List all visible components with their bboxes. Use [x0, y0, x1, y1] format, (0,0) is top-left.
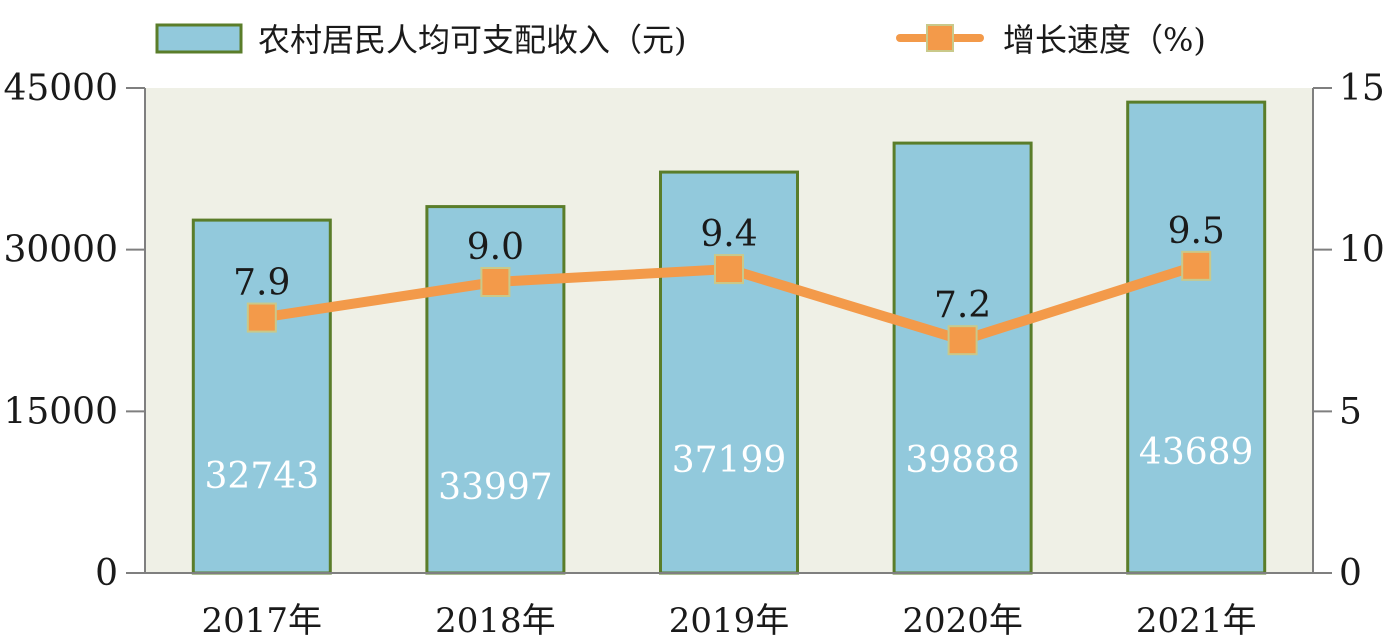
bar-2021年 — [1126, 100, 1267, 575]
bar-2020年 — [892, 141, 1033, 575]
growth-marker-2018年 — [480, 267, 511, 297]
growth-labels-layer: 7.9 9.0 9.4 7.2 9.5 — [233, 211, 1225, 326]
growth-value-label: 9.5 — [1168, 211, 1225, 252]
legend-line-label: 增长速度（%) — [1003, 21, 1206, 59]
right-axis-ticks: 0 5 10 15 — [1313, 68, 1385, 594]
legend-bar-label: 农村居民人均可支配收入（元) — [258, 21, 687, 59]
bar-value-label: 43689 — [1139, 432, 1254, 473]
bar-value-label: 39888 — [905, 440, 1020, 481]
bar-labels-layer: 32743 33997 37199 39888 43689 — [205, 432, 1254, 508]
growth-line-layer — [246, 250, 1212, 356]
growth-value-label: 9.0 — [467, 227, 524, 268]
legend-bar-swatch — [155, 23, 243, 54]
x-tick-label: 2021年 — [1136, 601, 1257, 641]
bar-value-label: 32743 — [205, 456, 320, 497]
growth-value-label: 9.4 — [700, 214, 757, 255]
right-tick-label: 5 — [1339, 391, 1362, 432]
x-tick-label: 2019年 — [669, 601, 790, 641]
right-tick-label: 10 — [1339, 230, 1385, 271]
x-axis-tick-labels: 2017年 2018年 2019年 2020年 2021年 — [202, 601, 1257, 641]
left-tick-label: 30000 — [3, 230, 118, 271]
left-tick-label: 45000 — [3, 68, 118, 109]
growth-value-label: 7.9 — [233, 263, 290, 304]
legend-line-marker — [926, 24, 954, 52]
x-tick-label: 2020年 — [902, 601, 1023, 641]
x-tick-label: 2017年 — [202, 601, 323, 641]
right-tick-label: 0 — [1339, 553, 1362, 594]
left-tick-label: 15000 — [3, 391, 118, 432]
growth-marker-2020年 — [947, 325, 978, 356]
left-tick-label: 0 — [95, 553, 118, 594]
legend: 农村居民人均可支配收入（元) 增长速度（%) — [155, 21, 1206, 59]
right-tick-label: 15 — [1339, 68, 1385, 109]
bar-2019年 — [659, 170, 799, 575]
bars-layer — [191, 100, 1267, 575]
bar-value-label: 37199 — [672, 440, 787, 481]
growth-marker-2021年 — [1181, 250, 1212, 281]
growth-value-label: 7.2 — [934, 285, 991, 326]
bar-value-label: 33997 — [438, 467, 553, 508]
x-tick-label: 2018年 — [435, 601, 556, 641]
bar-2017年 — [191, 218, 332, 575]
left-axis-ticks: 0 15000 30000 45000 — [3, 68, 145, 594]
growth-marker-2017年 — [246, 302, 277, 333]
growth-marker-2019年 — [714, 254, 744, 285]
